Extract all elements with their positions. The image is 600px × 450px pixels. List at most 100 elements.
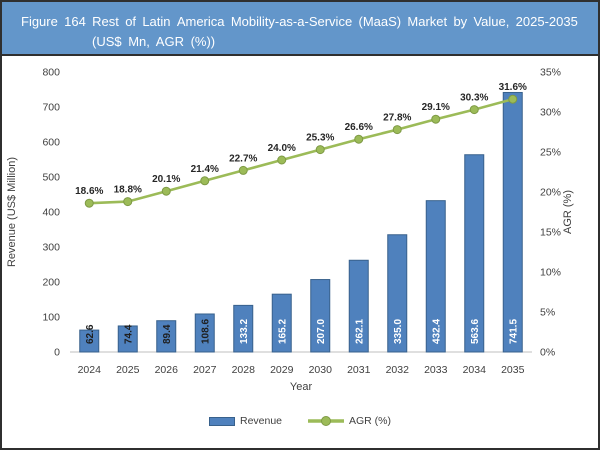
y-axis-tick-label: 600 bbox=[42, 137, 60, 149]
figure-title-line1: Figure 164 Rest of Latin America Mobility-as-a… bbox=[2, 2, 598, 29]
revenue-bar bbox=[348, 259, 369, 353]
agr-data-label: 22.7% bbox=[229, 153, 257, 164]
x-axis-tick-label: 2025 bbox=[116, 364, 140, 376]
y2-axis-tick-label: 10% bbox=[540, 267, 561, 279]
x-axis-tick-label: 2035 bbox=[501, 364, 525, 376]
y2-axis-tick-label: 25% bbox=[540, 147, 561, 159]
revenue-data-label: 62.6 bbox=[85, 324, 96, 344]
revenue-bar bbox=[233, 304, 254, 353]
legend-label-revenue: Revenue bbox=[239, 415, 283, 427]
revenue-data-label: 335.0 bbox=[393, 319, 404, 344]
title-word: (MaaS) bbox=[358, 14, 402, 29]
agr-marker bbox=[315, 145, 325, 155]
x-axis-tick-label: 2024 bbox=[78, 364, 102, 376]
x-axis-tick-label: 2029 bbox=[270, 364, 294, 376]
revenue-bar bbox=[79, 329, 100, 353]
revenue-data-label: 74.4 bbox=[123, 324, 134, 344]
revenue-bar bbox=[425, 200, 446, 353]
revenue-data-label: 262.1 bbox=[354, 319, 365, 344]
title-word: of bbox=[125, 14, 137, 29]
y2-axis-tick-label: 20% bbox=[540, 187, 561, 199]
revenue-bar bbox=[310, 279, 331, 353]
agr-data-label: 31.6% bbox=[499, 82, 527, 93]
x-axis-tick-label: 2030 bbox=[309, 364, 333, 376]
revenue-data-label: 108.6 bbox=[200, 319, 211, 344]
x-axis-title: Year bbox=[289, 381, 313, 393]
x-axis-tick-label: 2031 bbox=[347, 364, 371, 376]
agr-marker bbox=[277, 155, 287, 165]
y-axis-tick-label: 0 bbox=[54, 347, 60, 359]
figure-header: Figure 164 Rest of Latin America Mobility-as-a… bbox=[2, 2, 598, 56]
agr-marker bbox=[200, 176, 210, 186]
chart-plot: 0 100 200 300 400 500 600 700 800 0% 5% 10% 15% 20% 25… bbox=[42, 67, 561, 377]
y2-axis-title: AGR (%) bbox=[562, 190, 574, 234]
revenue-data-label: 89.4 bbox=[162, 324, 173, 344]
revenue-bar bbox=[117, 325, 138, 353]
revenue-data-label: 563.6 bbox=[470, 319, 481, 344]
revenue-data-label: 133.2 bbox=[239, 319, 250, 344]
agr-marker bbox=[238, 165, 248, 175]
x-axis-tick-label: 2027 bbox=[193, 364, 217, 376]
agr-marker bbox=[84, 198, 94, 208]
chart-region: 0 100 200 300 400 500 600 700 800 0% 5% 10% 15% 20% 25… bbox=[2, 56, 598, 448]
y-axis-tick-label: 400 bbox=[42, 207, 60, 219]
revenue-swatch-icon bbox=[208, 416, 235, 426]
agr-marker bbox=[354, 134, 364, 144]
agr-marker bbox=[161, 186, 171, 196]
title-word: 2025-2035 bbox=[515, 14, 578, 29]
x-axis-tick-label: 2034 bbox=[463, 364, 487, 376]
y2-axis-tick-label: 35% bbox=[540, 67, 561, 79]
y2-axis-tick-label: 15% bbox=[540, 227, 561, 239]
y2-axis-tick-label: 30% bbox=[540, 107, 561, 119]
agr-data-label: 18.8% bbox=[114, 185, 142, 196]
agr-data-label: 20.1% bbox=[152, 174, 180, 185]
title-word: Mobility-as-a-Service bbox=[230, 14, 353, 29]
revenue-bar bbox=[502, 91, 523, 353]
agr-data-label: 18.6% bbox=[75, 186, 103, 197]
agr-marker bbox=[508, 94, 518, 104]
x-axis-tick-label: 2032 bbox=[386, 364, 410, 376]
y-axis-title: Revenue (US$ Million) bbox=[6, 156, 18, 268]
chart-legend: Revenue AGR (%) bbox=[2, 414, 598, 428]
title-word: by bbox=[453, 14, 468, 29]
agr-line-swatch-icon bbox=[308, 416, 345, 426]
revenue-bar bbox=[156, 320, 177, 353]
agr-data-label: 24.0% bbox=[268, 143, 296, 154]
y-axis-tick-label: 100 bbox=[42, 312, 60, 324]
agr-data-label: 26.6% bbox=[345, 122, 373, 133]
title-word: 164 bbox=[64, 14, 86, 29]
agr-marker bbox=[123, 197, 133, 207]
revenue-data-label: 165.2 bbox=[277, 319, 288, 344]
title-word: Rest bbox=[92, 14, 119, 29]
y2-axis-tick-label: 0% bbox=[540, 347, 555, 359]
agr-line bbox=[89, 97, 514, 205]
agr-data-label: 21.4% bbox=[191, 164, 219, 175]
agr-data-label: 29.1% bbox=[422, 102, 450, 113]
figure-title-line2: (US$ Mn, AGR (%)) bbox=[92, 34, 216, 49]
x-axis-tick-label: 2026 bbox=[155, 364, 179, 376]
agr-marker bbox=[431, 114, 441, 124]
revenue-data-label: 741.5 bbox=[508, 319, 519, 344]
x-axis-tick-label: 2028 bbox=[232, 364, 256, 376]
agr-data-label: 25.3% bbox=[306, 133, 334, 144]
legend-label-agr: AGR (%) bbox=[349, 415, 392, 427]
y-axis-tick-label: 200 bbox=[42, 277, 60, 289]
y-axis-tick-label: 800 bbox=[42, 67, 60, 79]
agr-data-label: 27.8% bbox=[383, 113, 411, 124]
y-axis-tick-label: 300 bbox=[42, 242, 60, 254]
title-word: America bbox=[176, 14, 225, 29]
y-axis-tick-label: 500 bbox=[42, 172, 60, 184]
revenue-bar bbox=[464, 154, 485, 353]
revenue-bar bbox=[271, 293, 292, 353]
agr-data-label: 30.3% bbox=[460, 93, 488, 104]
revenue-bar bbox=[387, 234, 408, 353]
y-axis-title-wrap: Revenue (US$ Million) bbox=[4, 72, 20, 352]
revenue-data-label: 432.4 bbox=[431, 319, 442, 344]
revenue-bar bbox=[194, 313, 215, 353]
y-axis-tick-label: 700 bbox=[42, 102, 60, 114]
legend-item-revenue: Revenue bbox=[208, 415, 283, 427]
agr-marker bbox=[392, 125, 402, 135]
y2-axis-tick-label: 5% bbox=[540, 307, 555, 319]
legend-item-agr: AGR (%) bbox=[308, 415, 391, 427]
